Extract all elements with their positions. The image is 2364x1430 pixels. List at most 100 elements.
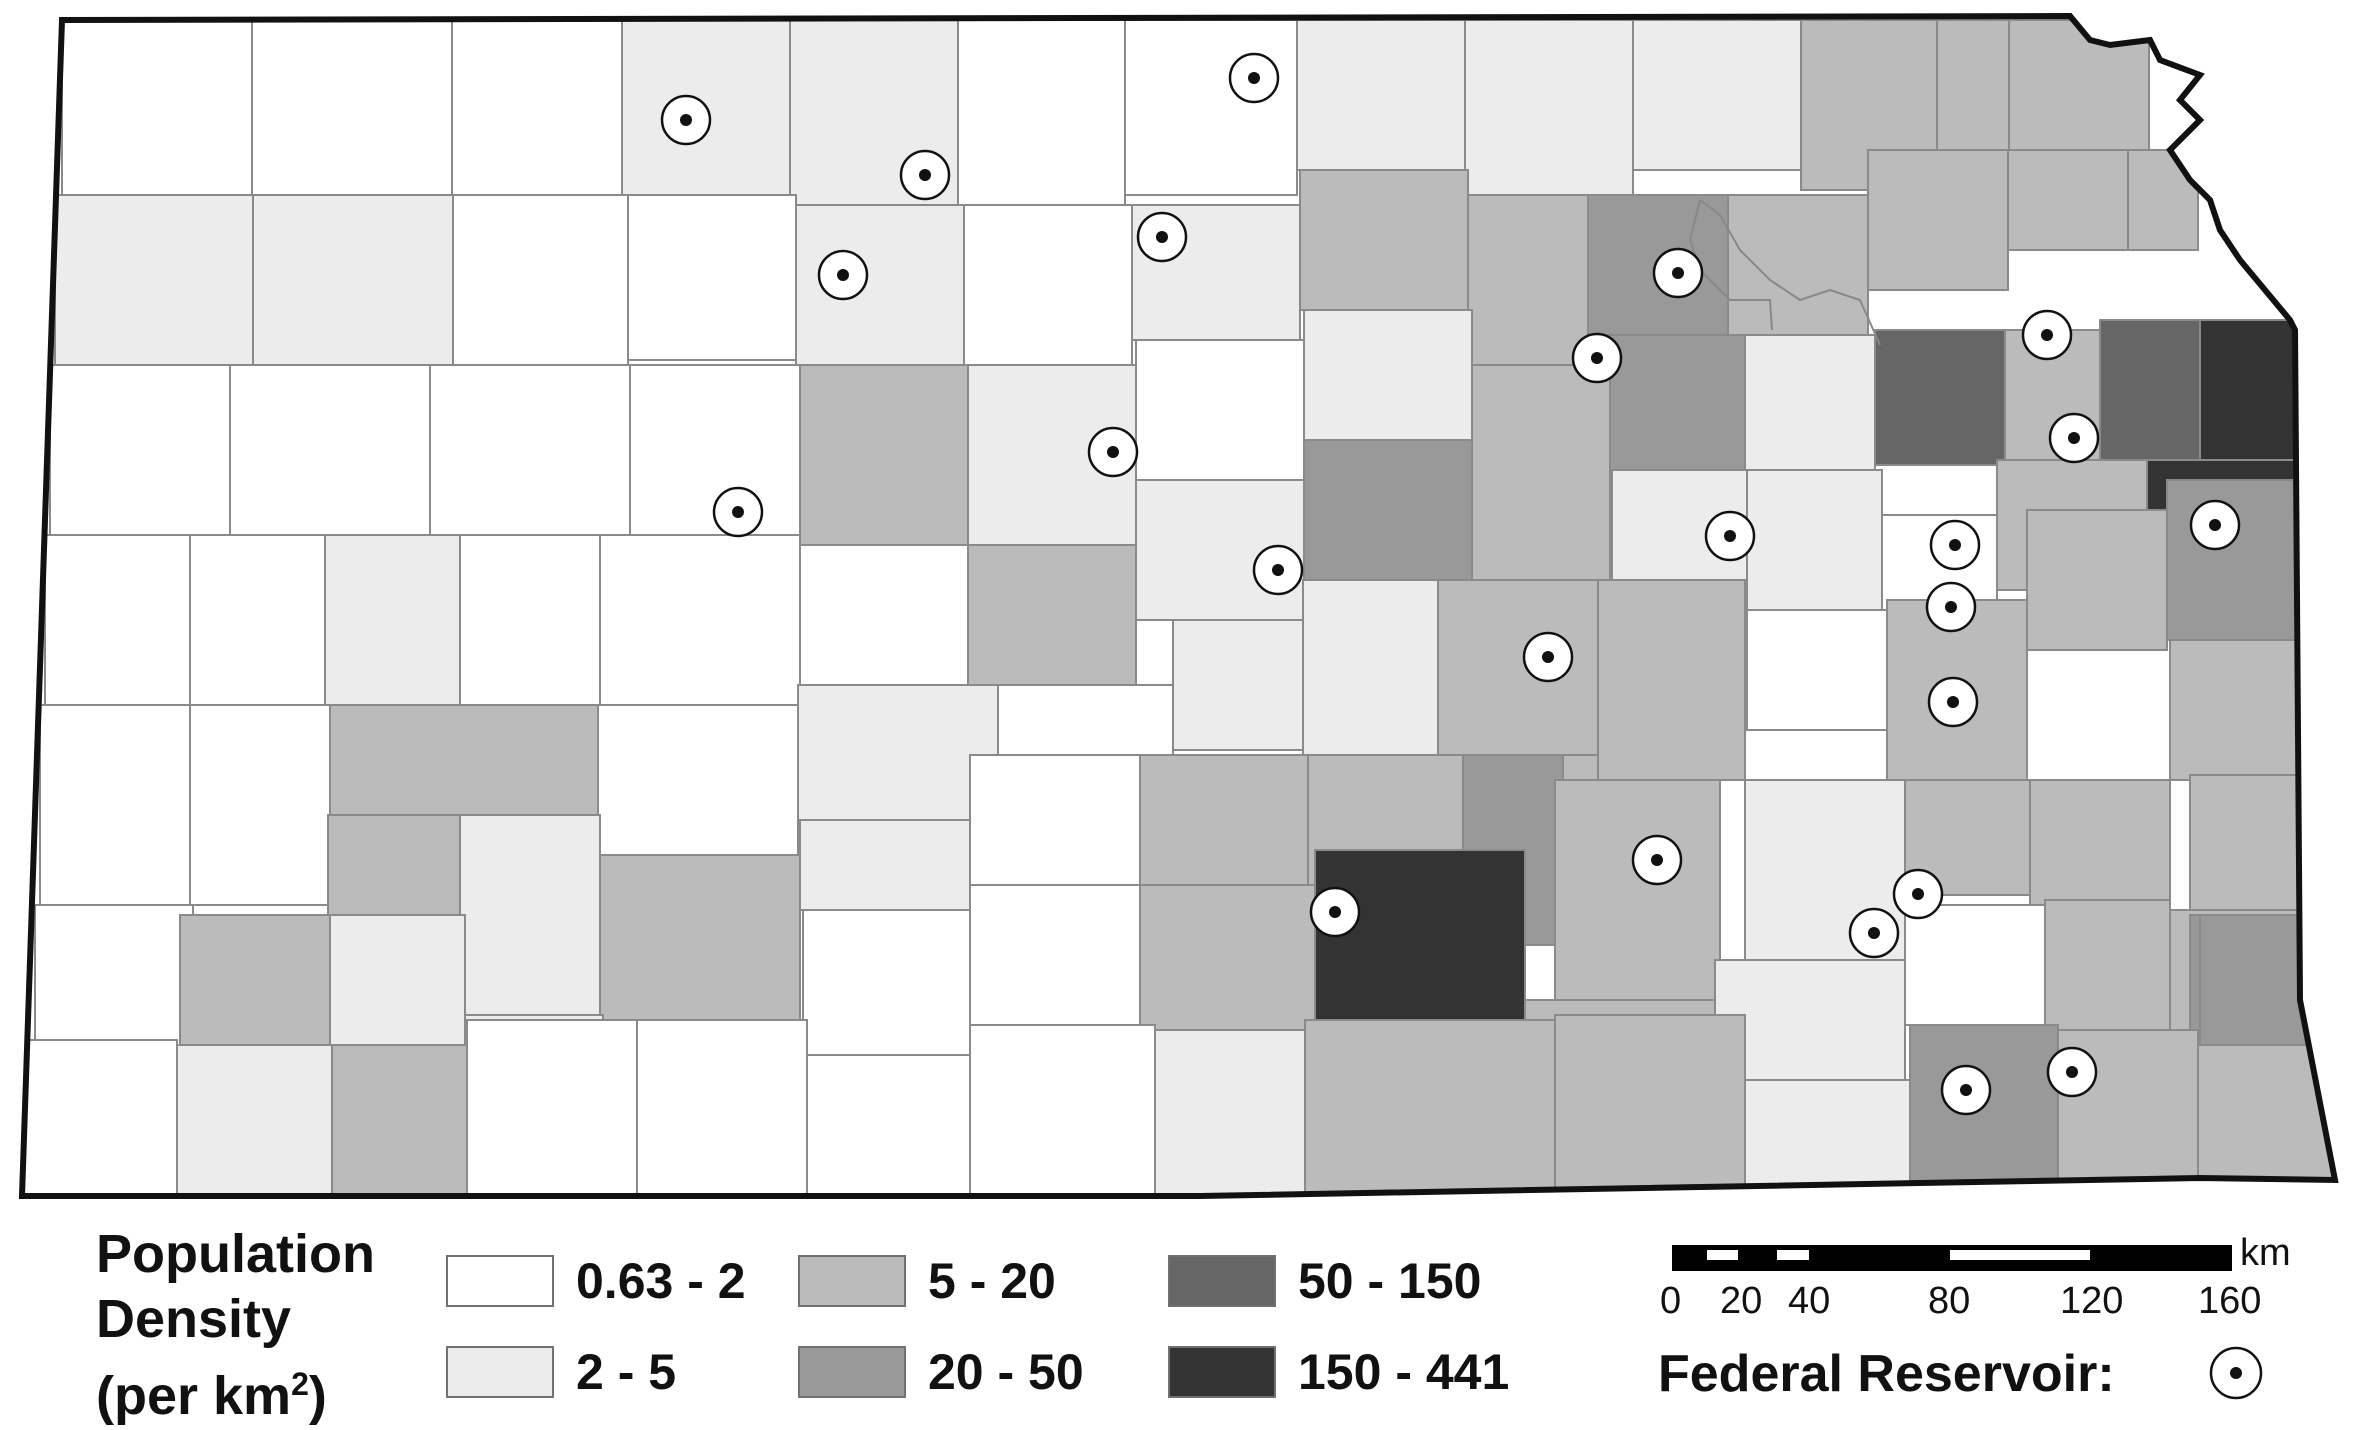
reservoir-marker-15	[1522, 631, 1574, 683]
scale-tick-120: 120	[2060, 1280, 2124, 1322]
county-105	[466, 1019, 638, 1196]
county-104	[331, 1044, 468, 1196]
county-77	[969, 754, 1141, 886]
county-43	[189, 534, 326, 706]
county-98	[1904, 904, 2046, 1026]
county-58	[189, 704, 331, 906]
reservoir-marker-17	[1927, 676, 1979, 728]
county-74	[459, 814, 601, 1016]
reservoir-marker-10	[712, 486, 764, 538]
county-116	[2199, 914, 2335, 1046]
county-67	[1746, 609, 1888, 731]
reservoir-legend-label: Federal Reservoir:	[1658, 1345, 2115, 1403]
county-110	[1304, 1019, 1556, 1196]
county-41	[2199, 319, 2301, 461]
county-99	[2044, 899, 2171, 1031]
county-53	[1746, 469, 1883, 611]
county-36	[1609, 334, 1746, 471]
county-108	[969, 1024, 1156, 1196]
county-73	[327, 814, 461, 916]
county-15	[452, 194, 629, 366]
scale-unit: km	[2240, 1232, 2291, 1274]
legend-swatch-1	[446, 1346, 554, 1398]
county-37	[1744, 334, 1876, 476]
county-9	[1632, 19, 1802, 171]
county-28	[229, 364, 431, 536]
county-64	[1302, 579, 1439, 756]
county-18	[963, 204, 1133, 371]
county-71	[34, 904, 194, 1046]
county-103	[176, 1044, 333, 1196]
legend-swatch-2	[798, 1255, 906, 1307]
county-57	[39, 704, 191, 906]
county-94	[1139, 884, 1316, 1031]
county-40	[2099, 319, 2201, 461]
reservoir-marker-1	[1228, 52, 1280, 104]
county-76	[799, 819, 971, 911]
legend-swatch-0	[446, 1255, 554, 1307]
county-23	[1727, 194, 1869, 336]
county-26	[2127, 149, 2199, 251]
county-29	[429, 364, 631, 536]
legend-swatch-4	[1168, 1255, 1276, 1307]
county-61	[797, 684, 999, 821]
county-35	[1471, 364, 1611, 581]
county-92	[802, 909, 971, 1056]
reservoir-marker-18	[1631, 834, 1683, 886]
legend-title-line1: Population	[96, 1224, 375, 1284]
legend-title: Population Density (per km2)	[96, 1222, 375, 1429]
legend-label-1: 2 - 5	[576, 1344, 677, 1400]
county-84	[2029, 779, 2171, 911]
reservoir-marker-16	[1925, 581, 1977, 633]
county-86	[2189, 774, 2301, 916]
reservoir-marker-23	[1940, 1064, 1992, 1116]
county-69	[2026, 509, 2168, 651]
reservoir-marker-9	[1087, 426, 1139, 478]
county-12	[2008, 19, 2150, 151]
county-78	[1139, 754, 1309, 886]
reservoir-marker-21	[1848, 907, 1900, 959]
county-45	[459, 534, 601, 706]
county-7	[1296, 19, 1466, 171]
reservoir-marker-6	[1571, 332, 1623, 384]
legend-label-2: 5 - 20	[928, 1253, 1056, 1309]
county-81	[1554, 779, 1721, 1001]
county-107	[806, 1054, 971, 1196]
county-112	[1744, 1079, 1911, 1196]
legend-label-4: 50 - 150	[1298, 1253, 1482, 1309]
county-38	[1874, 329, 2006, 466]
county-31	[799, 364, 969, 546]
county-25	[2007, 149, 2129, 251]
county-20	[1299, 169, 1469, 311]
scale-tick-160: 160	[2198, 1280, 2262, 1322]
scale-tick-0: 0	[1660, 1280, 1682, 1322]
county-27	[49, 364, 231, 536]
county-89	[329, 914, 466, 1046]
legend-label-5: 150 - 441	[1298, 1344, 1510, 1400]
scale-tick-40: 40	[1788, 1280, 1831, 1322]
county-33	[1135, 339, 1305, 496]
reservoir-marker-13	[1929, 519, 1981, 571]
county-75	[599, 854, 801, 1031]
scale-tick-80: 80	[1928, 1280, 1971, 1322]
county-95	[1314, 849, 1526, 1021]
reservoir-marker-11	[1252, 544, 1304, 596]
river-boundary	[1688, 199, 1881, 346]
legend-swatch-3	[798, 1346, 906, 1398]
state-outline	[18, 12, 2339, 1199]
reservoir-marker-22	[2046, 1046, 2098, 1098]
county-1	[251, 19, 453, 196]
legend-label-0: 0.63 - 2	[576, 1253, 746, 1309]
legend-title-line2: Density	[96, 1289, 292, 1349]
county-24	[1867, 149, 2009, 291]
reservoir-marker-20	[1892, 868, 1944, 920]
reservoir-marker-2	[899, 149, 951, 201]
reservoir-marker-14	[2189, 499, 2241, 551]
reservoir-marker-0	[660, 94, 712, 146]
county-63	[1172, 619, 1304, 751]
reservoir-marker-5	[1652, 247, 1704, 299]
county-21	[1467, 194, 1589, 366]
county-60	[597, 704, 799, 856]
county-102	[22, 1039, 178, 1196]
